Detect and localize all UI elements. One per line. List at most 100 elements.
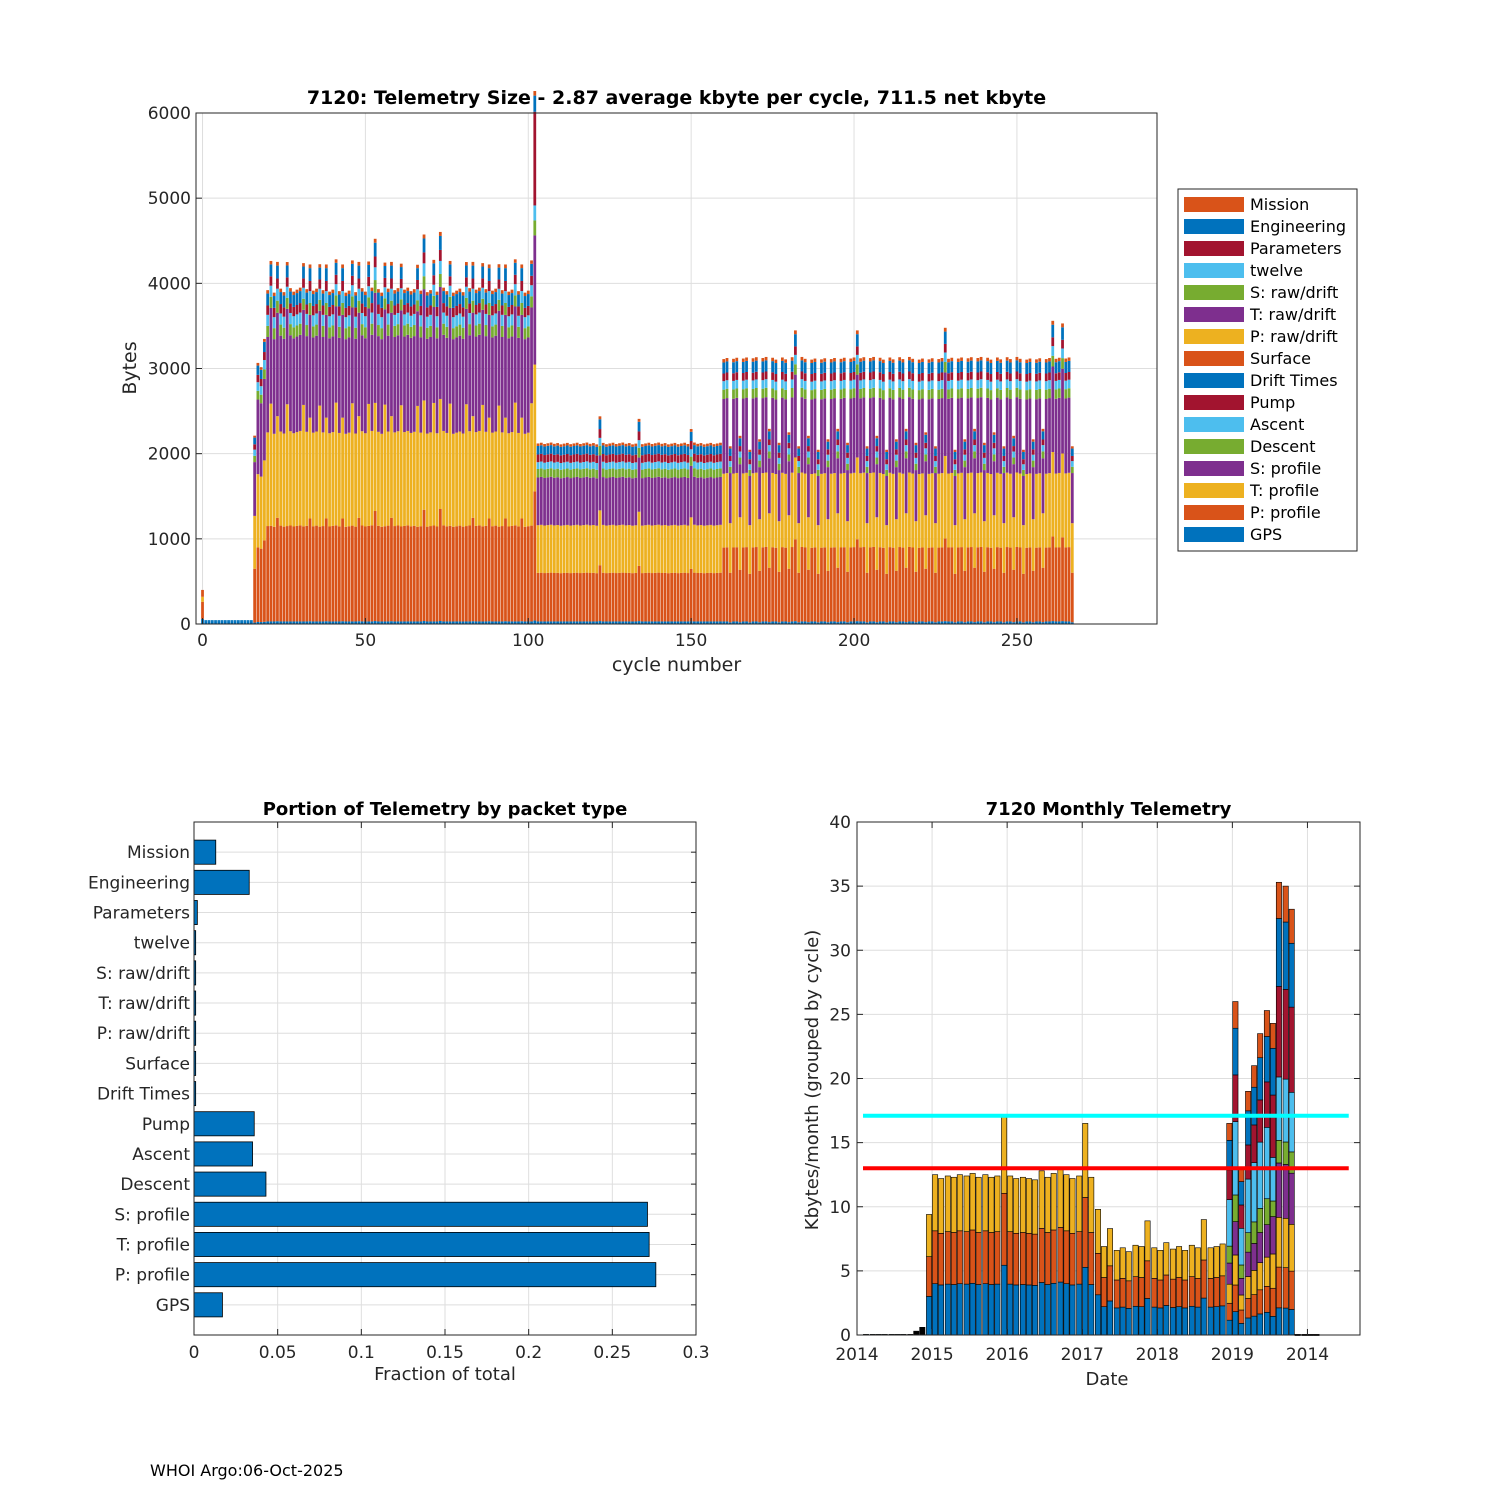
- bar-segment: [289, 324, 292, 336]
- bar-segment: [673, 477, 677, 525]
- bar-segment: [666, 469, 670, 479]
- bar-segment: [608, 446, 612, 455]
- bar-segment: [780, 372, 784, 380]
- bar-segment: [565, 572, 569, 622]
- bar-segment: [842, 547, 846, 622]
- bar-segment: [676, 455, 680, 463]
- bar-segment: [634, 477, 638, 526]
- bar-segment: [344, 526, 348, 622]
- bar-segment: [562, 443, 566, 447]
- bar-segment: [963, 454, 967, 461]
- bar-segment: [618, 445, 621, 455]
- bar-segment: [1012, 457, 1016, 465]
- bar-segment: [780, 472, 784, 548]
- bar-segment: [689, 568, 693, 622]
- bar-segment: [722, 621, 726, 624]
- bar-segment: [403, 336, 406, 433]
- bar-segment: [1048, 388, 1051, 399]
- y-tick-label: 4000: [148, 274, 191, 294]
- bar-segment: [732, 380, 735, 390]
- bar-segment: [1041, 431, 1045, 440]
- bar: [193, 1201, 648, 1227]
- bar-segment: [754, 379, 758, 388]
- bar-segment: [735, 397, 739, 473]
- bar-segment: [380, 339, 384, 434]
- bar-segment: [1051, 536, 1055, 622]
- bar-segment: [657, 621, 660, 624]
- bar-segment: [484, 336, 488, 432]
- bar-segment: [1041, 622, 1045, 624]
- bar-segment: [924, 515, 928, 569]
- bar-segment: [575, 524, 579, 573]
- bar-segment: [728, 466, 732, 474]
- bar-segment: [1257, 1141, 1264, 1209]
- bar-segment: [1001, 1192, 1008, 1266]
- bar-segment: [562, 454, 566, 463]
- bar-segment: [435, 526, 439, 622]
- bar-segment: [282, 526, 286, 622]
- bar-segment: [539, 572, 543, 622]
- bar-segment: [794, 457, 797, 540]
- bar-segment: [715, 621, 719, 624]
- bar-segment: [357, 416, 361, 518]
- bar-segment: [797, 466, 801, 474]
- bar-segment: [1002, 455, 1006, 462]
- bar-segment: [813, 547, 817, 622]
- bar-segment: [833, 398, 836, 474]
- bar-segment: [393, 314, 397, 326]
- bar-segment: [302, 309, 305, 405]
- bar-segment: [712, 446, 716, 456]
- bar-segment: [276, 300, 279, 313]
- bar-segment: [732, 358, 735, 363]
- bar-segment: [1009, 362, 1012, 374]
- bar-segment: [448, 276, 452, 286]
- bar-segment: [285, 621, 289, 624]
- bar-segment: [719, 468, 722, 477]
- bar-segment: [263, 460, 266, 541]
- bar-segment: [259, 369, 263, 379]
- bar-segment: [543, 621, 546, 624]
- bar-segment: [383, 404, 387, 527]
- bar-segment: [1101, 1306, 1107, 1336]
- bar-segment: [354, 292, 358, 296]
- bar-segment: [644, 468, 647, 478]
- bar-segment: [624, 446, 628, 455]
- bar-segment: [1064, 621, 1068, 624]
- bar-segment: [706, 443, 709, 447]
- bar-segment: [758, 439, 761, 442]
- bar-segment: [960, 397, 963, 473]
- bar-segment: [416, 279, 419, 290]
- bar-segment: [370, 334, 374, 431]
- bar-segment: [774, 399, 778, 475]
- bar-segment: [328, 621, 331, 624]
- bar-segment: [693, 476, 696, 525]
- bar-segment: [611, 461, 615, 469]
- bar-segment: [562, 621, 566, 624]
- x-tick-label: 2014: [835, 1345, 878, 1365]
- bar-segment: [259, 367, 263, 370]
- bar-segment: [579, 573, 582, 622]
- bar-segment: [500, 526, 504, 622]
- bar-segment: [666, 525, 670, 574]
- bar-segment: [647, 442, 651, 446]
- bar-segment: [666, 444, 670, 447]
- bar-segment: [1044, 398, 1048, 474]
- bar-segment: [901, 381, 905, 390]
- bar-segment: [767, 431, 771, 440]
- bar-segment: [412, 525, 416, 622]
- bar-segment: [393, 290, 397, 294]
- bar-segment: [1138, 1306, 1145, 1336]
- bar-segment: [289, 525, 292, 622]
- bar-segment: [243, 620, 247, 622]
- bar-segment: [784, 389, 788, 400]
- bar-segment: [901, 621, 905, 624]
- bar-segment: [917, 474, 921, 548]
- bar-segment: [263, 360, 266, 370]
- bar-segment: [223, 620, 227, 622]
- bar-segment: [934, 455, 937, 462]
- bar-segment: [712, 455, 716, 463]
- bar-segment: [1018, 373, 1022, 381]
- bar-segment: [728, 461, 732, 467]
- bar-segment: [1226, 1245, 1233, 1264]
- bar-segment: [311, 294, 315, 306]
